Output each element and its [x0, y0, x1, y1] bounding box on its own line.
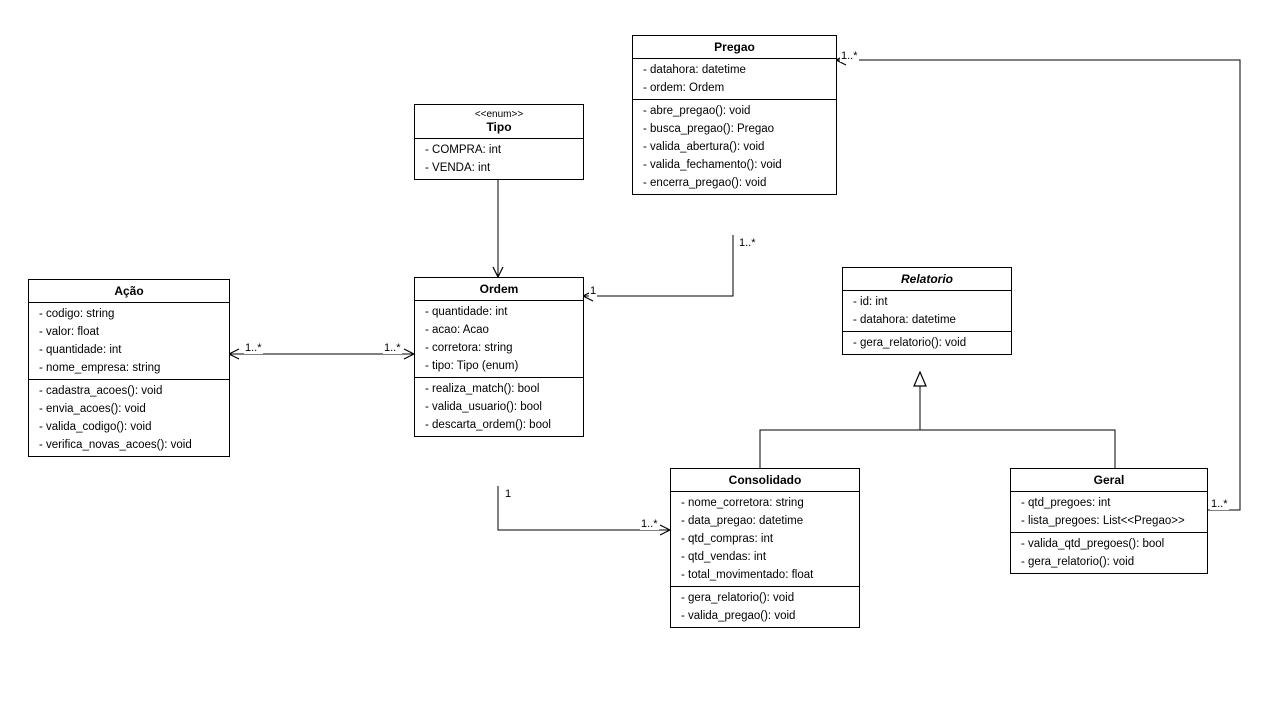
- class-consolidado: Consolidado - nome_corretora: string - d…: [670, 468, 860, 628]
- attrs: - quantidade: int - acao: Acao - correto…: [415, 301, 583, 378]
- mult-ordem-left: 1..*: [383, 342, 402, 354]
- op: - gera_relatorio(): void: [843, 334, 1011, 352]
- attr: - VENDA: int: [415, 159, 583, 177]
- op: - valida_usuario(): bool: [415, 398, 583, 416]
- attrs: - datahora: datetime - ordem: Ordem: [633, 59, 836, 100]
- mult-ordem-bottom: 1: [504, 488, 512, 500]
- attrs: - nome_corretora: string - data_pregao: …: [671, 492, 859, 587]
- ops: - valida_qtd_pregoes(): bool - gera_rela…: [1011, 533, 1207, 573]
- attr: - qtd_pregoes: int: [1011, 494, 1207, 512]
- attr: - data_pregao: datetime: [671, 512, 859, 530]
- attr: - quantidade: int: [29, 341, 229, 359]
- op: - verifica_novas_acoes(): void: [29, 436, 229, 454]
- attr: - COMPRA: int: [415, 141, 583, 159]
- attr: - quantidade: int: [415, 303, 583, 321]
- op: - valida_abertura(): void: [633, 138, 836, 156]
- attr: - datahora: datetime: [843, 311, 1011, 329]
- class-title: Geral: [1011, 469, 1207, 492]
- op: - valida_qtd_pregoes(): bool: [1011, 535, 1207, 553]
- op: - realiza_match(): bool: [415, 380, 583, 398]
- ops: - gera_relatorio(): void: [843, 332, 1011, 354]
- class-title: Consolidado: [671, 469, 859, 492]
- op: - valida_codigo(): void: [29, 418, 229, 436]
- ops: - abre_pregao(): void - busca_pregao(): …: [633, 100, 836, 194]
- attr: - qtd_compras: int: [671, 530, 859, 548]
- attrs: - codigo: string - valor: float - quanti…: [29, 303, 229, 380]
- attr: - acao: Acao: [415, 321, 583, 339]
- attr: - datahora: datetime: [633, 61, 836, 79]
- diagram-canvas: Ação - codigo: string - valor: float - q…: [0, 0, 1265, 704]
- ops: - realiza_match(): bool - valida_usuario…: [415, 378, 583, 436]
- attr: - codigo: string: [29, 305, 229, 323]
- title-text: Tipo: [423, 120, 575, 134]
- attrs: - COMPRA: int - VENDA: int: [415, 139, 583, 179]
- op: - valida_fechamento(): void: [633, 156, 836, 174]
- mult-acao-right: 1..*: [244, 342, 263, 354]
- attr: - qtd_vendas: int: [671, 548, 859, 566]
- mult-consolidado-left: 1..*: [640, 518, 659, 530]
- class-tipo: <<enum>> Tipo - COMPRA: int - VENDA: int: [414, 104, 584, 180]
- op: - encerra_pregao(): void: [633, 174, 836, 192]
- op: - cadastra_acoes(): void: [29, 382, 229, 400]
- attr: - valor: float: [29, 323, 229, 341]
- class-title: Relatorio: [843, 268, 1011, 291]
- op: - valida_pregao(): void: [671, 607, 859, 625]
- op: - envia_acoes(): void: [29, 400, 229, 418]
- attr: - ordem: Ordem: [633, 79, 836, 97]
- ops: - cadastra_acoes(): void - envia_acoes()…: [29, 380, 229, 456]
- attr: - corretora: string: [415, 339, 583, 357]
- op: - gera_relatorio(): void: [671, 589, 859, 607]
- class-ordem: Ordem - quantidade: int - acao: Acao - c…: [414, 277, 584, 437]
- class-title: <<enum>> Tipo: [415, 105, 583, 139]
- mult-ordem-right: 1: [589, 285, 597, 297]
- class-title: Pregao: [633, 36, 836, 59]
- mult-pregao-right: 1..*: [840, 50, 859, 62]
- op: - abre_pregao(): void: [633, 102, 836, 120]
- op: - busca_pregao(): Pregao: [633, 120, 836, 138]
- ops: - gera_relatorio(): void - valida_pregao…: [671, 587, 859, 627]
- class-title: Ação: [29, 280, 229, 303]
- attr: - lista_pregoes: List<<Pregao>>: [1011, 512, 1207, 530]
- attr: - total_movimentado: float: [671, 566, 859, 584]
- mult-geral-right: 1..*: [1210, 498, 1229, 510]
- attr: - id: int: [843, 293, 1011, 311]
- class-pregao: Pregao - datahora: datetime - ordem: Ord…: [632, 35, 837, 195]
- attr: - nome_corretora: string: [671, 494, 859, 512]
- attr: - tipo: Tipo (enum): [415, 357, 583, 375]
- class-relatorio: Relatorio - id: int - datahora: datetime…: [842, 267, 1012, 355]
- attrs: - id: int - datahora: datetime: [843, 291, 1011, 332]
- op: - descarta_ordem(): bool: [415, 416, 583, 434]
- class-geral: Geral - qtd_pregoes: int - lista_pregoes…: [1010, 468, 1208, 574]
- op: - gera_relatorio(): void: [1011, 553, 1207, 571]
- stereotype: <<enum>>: [423, 109, 575, 120]
- class-acao: Ação - codigo: string - valor: float - q…: [28, 279, 230, 457]
- mult-pregao-bottomleft: 1..*: [738, 237, 757, 249]
- attrs: - qtd_pregoes: int - lista_pregoes: List…: [1011, 492, 1207, 533]
- attr: - nome_empresa: string: [29, 359, 229, 377]
- class-title: Ordem: [415, 278, 583, 301]
